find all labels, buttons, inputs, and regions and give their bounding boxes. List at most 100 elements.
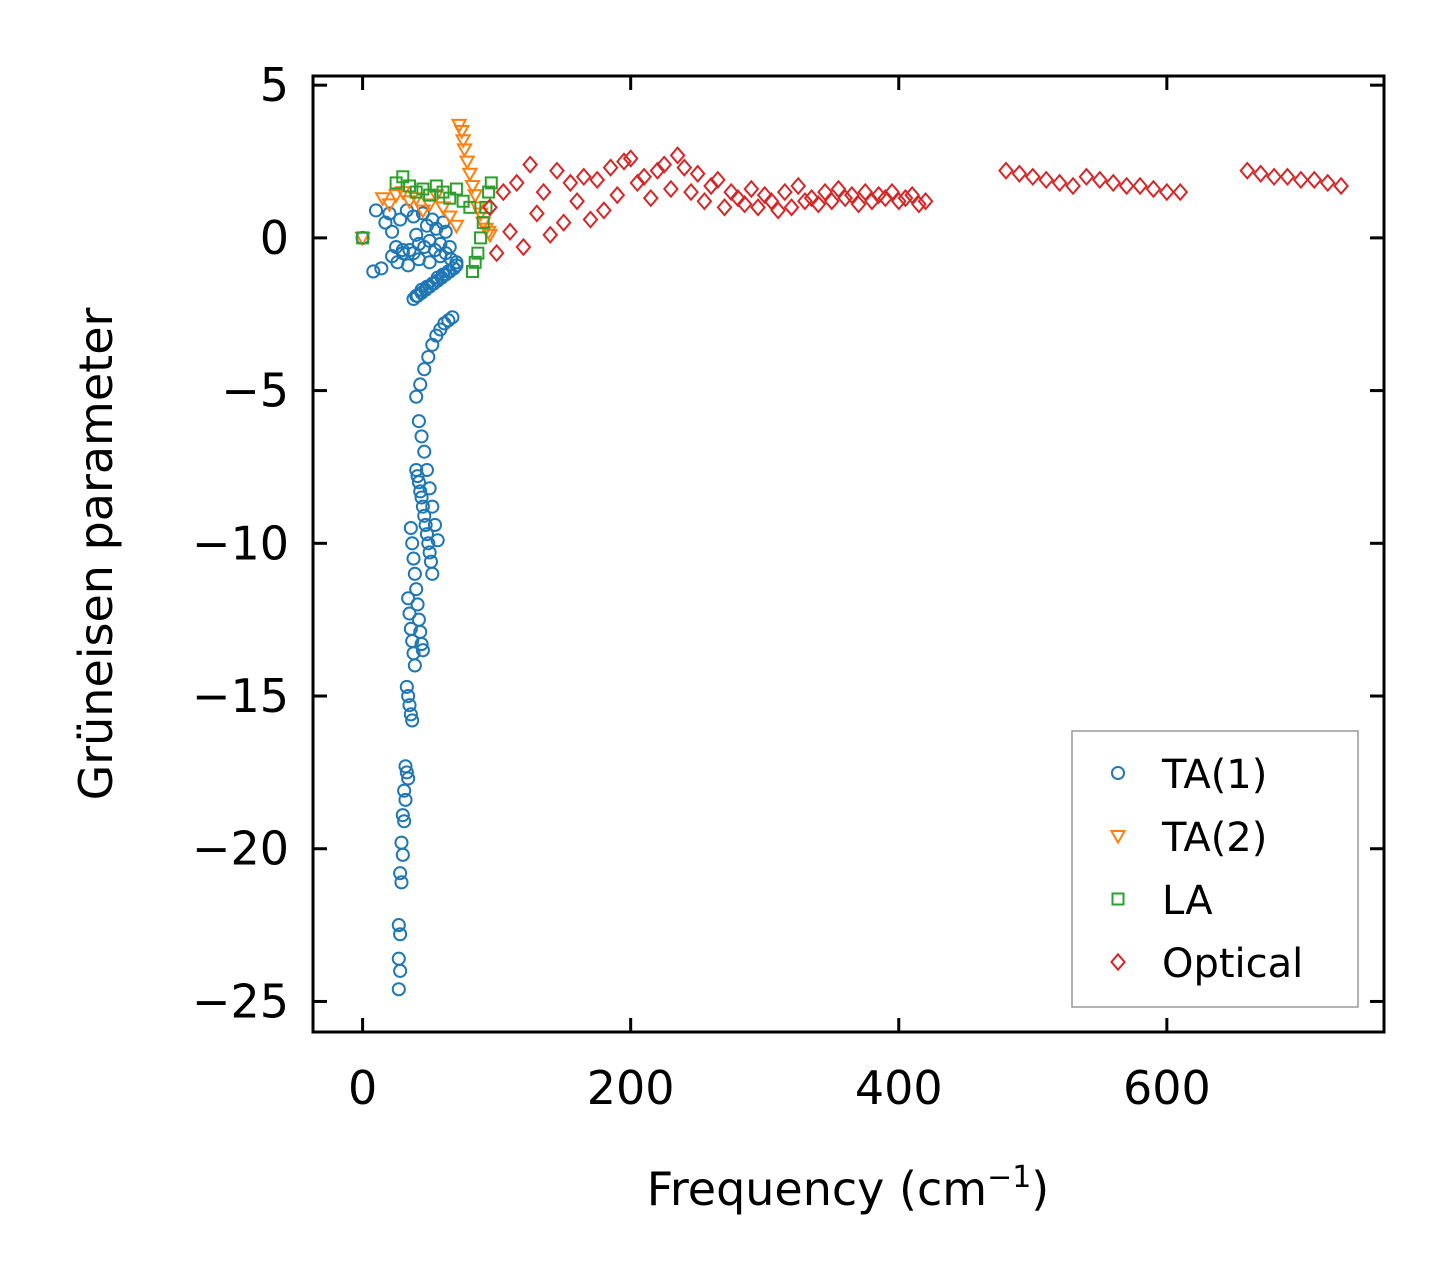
data-point-optical (1105, 173, 1122, 193)
data-point-la (396, 170, 410, 184)
data-point-ta-1 (419, 527, 434, 542)
plot-frame (311, 74, 1386, 1034)
data-point-la (356, 231, 370, 245)
data-point-ta-2 (461, 167, 479, 183)
data-point-ta-1 (368, 203, 384, 218)
data-point-optical (1292, 170, 1309, 190)
data-point-ta-2 (387, 189, 405, 204)
data-point-optical (743, 179, 760, 199)
y-tick-label: 0 (260, 211, 289, 265)
data-point-ta-1 (391, 951, 406, 966)
data-point-optical (736, 195, 753, 214)
data-point-ta-1 (401, 688, 416, 704)
data-point-ta-2 (381, 198, 398, 213)
data-point-optical (602, 158, 619, 177)
data-point-optical (622, 149, 639, 168)
data-point-la (443, 191, 457, 205)
y-tick-label: −25 (192, 974, 289, 1028)
data-point-ta-1 (413, 484, 428, 499)
data-point-ta-1 (399, 679, 414, 694)
data-point-la (474, 231, 488, 245)
data-point-optical (897, 188, 914, 208)
data-point-ta-1 (409, 389, 424, 404)
legend-label-ta-1: TA(1) (1161, 752, 1267, 798)
data-point-optical (535, 182, 552, 202)
data-point-la (482, 185, 496, 199)
x-axis-title-main: Frequency (cm (647, 1162, 987, 1216)
data-point-ta-1 (414, 429, 429, 444)
data-point-optical (488, 243, 505, 263)
data-point-ta-1 (393, 866, 408, 881)
data-point-ta-1 (411, 414, 426, 429)
data-point-ta-2 (401, 195, 418, 210)
data-point-ta-2 (454, 134, 472, 149)
data-point-ta-2 (421, 198, 438, 213)
data-point-optical (1038, 170, 1055, 190)
data-point-ta-1 (394, 875, 409, 890)
data-point-optical (1118, 176, 1135, 196)
y-tick-label: −5 (221, 364, 289, 418)
data-point-ta-1 (385, 224, 400, 239)
data-point-optical (763, 191, 780, 211)
data-point-optical (595, 201, 612, 220)
data-point-ta-1 (422, 545, 437, 560)
data-point-ta-1 (449, 258, 464, 273)
data-point-ta-1 (409, 227, 424, 242)
data-point-optical (589, 170, 606, 190)
data-point-optical (616, 152, 632, 171)
data-point-ta-1 (398, 792, 413, 807)
data-point-optical (656, 155, 673, 174)
data-point-ta-1 (406, 209, 421, 224)
data-point-optical (528, 204, 545, 223)
data-point-ta-1 (409, 582, 424, 597)
data-point-la (484, 176, 498, 190)
data-point-optical (562, 173, 579, 193)
data-point-la (471, 246, 485, 260)
data-point-ta-1 (417, 508, 432, 523)
data-point-optical (890, 191, 907, 211)
data-point-la (476, 216, 490, 230)
x-tick-label: 400 (855, 1061, 943, 1115)
data-point-ta-1 (374, 261, 389, 276)
data-point-optical (575, 167, 592, 187)
data-point-optical (797, 191, 813, 211)
legend-label-ta-2: TA(2) (1161, 815, 1267, 861)
data-point-ta-1 (421, 536, 436, 551)
data-point-optical (676, 158, 693, 177)
data-point-optical (515, 237, 532, 257)
data-point-ta-1 (425, 499, 440, 514)
data-point-optical (803, 188, 820, 208)
data-point-optical (1172, 182, 1189, 202)
data-point-optical (823, 191, 840, 211)
data-point-ta-2 (407, 192, 425, 207)
data-point-ta-2 (414, 204, 432, 220)
data-point-ta-1 (397, 783, 412, 798)
data-point-ta-1 (393, 212, 408, 227)
data-point-ta-1 (395, 847, 410, 862)
data-point-optical (555, 213, 572, 232)
data-point-optical (850, 195, 867, 214)
legend-entries: TA(1) TA(2) LA Optical (1109, 752, 1303, 987)
data-point-optical (542, 225, 559, 245)
data-point-optical (904, 185, 921, 205)
x-tick-label: 0 (348, 1061, 377, 1115)
data-point-optical (910, 195, 927, 214)
data-point-optical (642, 188, 659, 208)
data-point-ta-1 (418, 517, 433, 533)
data-point-la (449, 182, 463, 196)
data-point-ta-1 (422, 481, 437, 496)
data-point-ta-1 (425, 566, 440, 581)
data-point-optical (683, 182, 699, 202)
legend-marker-ta-2 (1109, 830, 1127, 845)
markers-layer (354, 118, 1350, 997)
data-point-optical (1306, 170, 1323, 190)
data-point-ta-1 (366, 264, 381, 279)
data-point-la (468, 255, 482, 269)
data-point-optical (1091, 170, 1108, 190)
series-ta-1 (355, 203, 464, 997)
data-point-optical (817, 182, 833, 202)
data-point-ta-2 (458, 155, 476, 171)
legend-marker-optical (1110, 952, 1126, 972)
data-point-optical (729, 188, 746, 208)
